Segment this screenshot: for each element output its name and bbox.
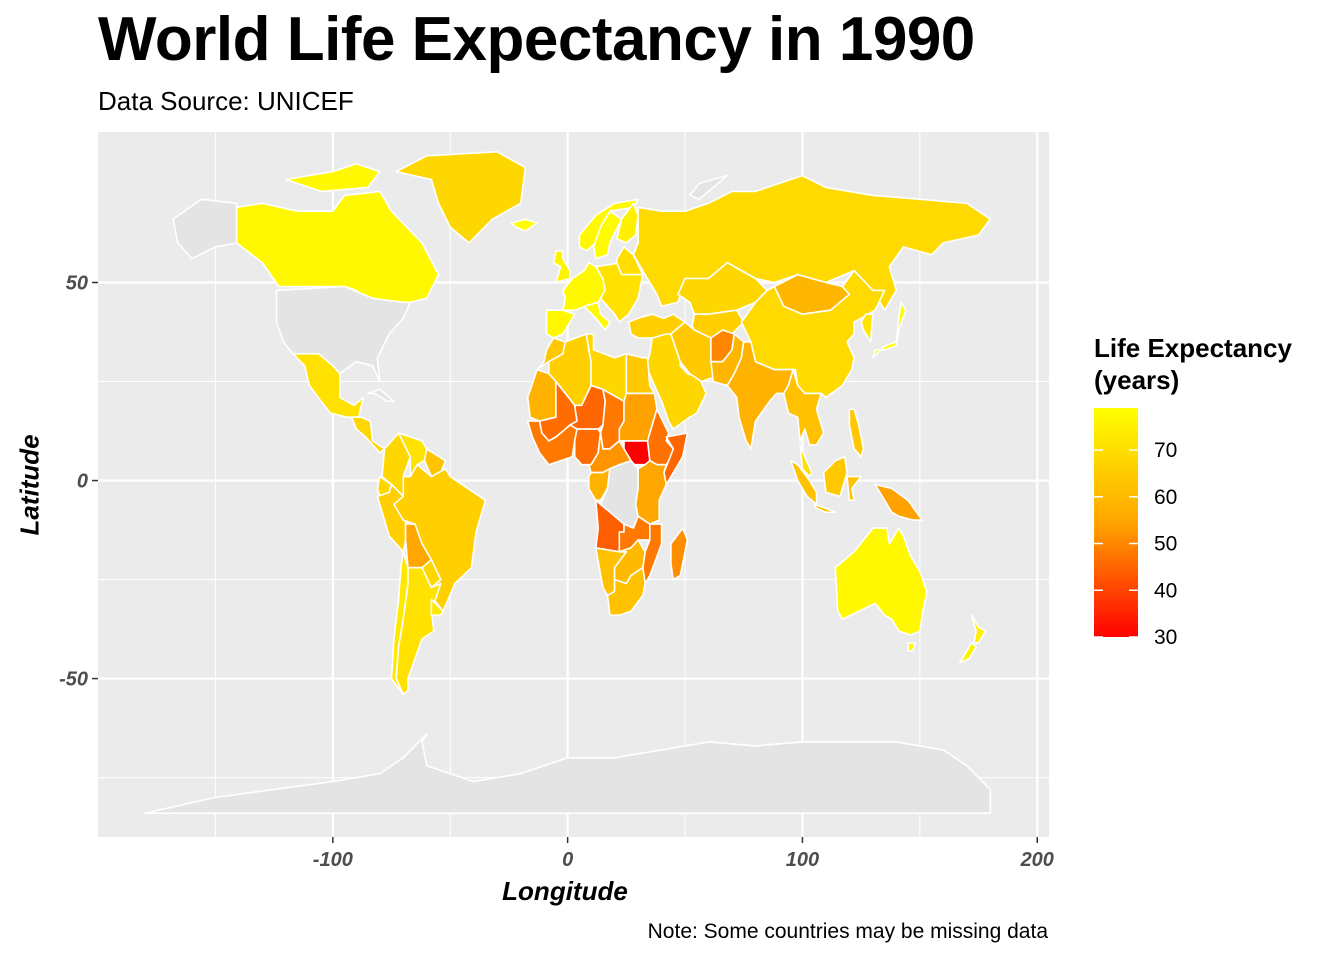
x-tick-label: -100 — [313, 849, 353, 871]
region-alaska — [172, 198, 238, 260]
region-madagascar — [670, 527, 689, 581]
y-tick-label: -50 — [59, 669, 88, 691]
region-mexico — [292, 352, 365, 419]
region-tasmania — [907, 642, 917, 652]
region-southeast-asia — [782, 368, 825, 446]
region-italy — [583, 301, 611, 331]
region-philippines — [848, 408, 865, 458]
chart-title: World Life Expectancy in 1990 — [98, 5, 975, 74]
chart-caption: Note: Some countries may be missing data — [647, 920, 1048, 943]
region-united-states — [275, 285, 412, 383]
legend-label: 30 — [1154, 626, 1177, 649]
y-tick-label: 50 — [66, 273, 88, 295]
legend-label: 60 — [1154, 486, 1177, 509]
region-new-zealand-south — [958, 642, 978, 664]
region-java — [813, 503, 837, 514]
region-sumatra — [789, 459, 818, 506]
legend-label: 40 — [1154, 579, 1177, 602]
region-borneo — [822, 455, 848, 498]
region-greenland — [395, 151, 527, 244]
legend-title-line2: (years) — [1094, 365, 1180, 395]
x-axis-title: Longitude — [502, 876, 628, 906]
region-iceland — [510, 218, 538, 232]
x-tick-label: 200 — [1020, 849, 1054, 871]
country-regions — [144, 151, 992, 815]
region-sulawesi — [846, 475, 862, 502]
region-uruguay — [430, 598, 445, 617]
region-arctic-islands — [285, 162, 381, 193]
region-korea-japan — [860, 313, 874, 343]
region-malaya — [799, 444, 813, 478]
region-united-kingdom — [552, 250, 571, 284]
region-new-zealand — [970, 614, 987, 644]
region-kazakhstan — [677, 261, 769, 316]
x-tick-label: 100 — [786, 849, 819, 871]
region-venezuela — [397, 432, 428, 478]
region-baltics-belarus — [616, 246, 644, 276]
y-axis-title: Latitude — [14, 434, 45, 536]
legend-label: 70 — [1154, 439, 1177, 462]
region-niger — [569, 384, 607, 430]
region-japan — [872, 301, 907, 359]
region-cuba — [367, 388, 395, 403]
y-tick-label: 0 — [77, 471, 88, 493]
region-antarctica — [144, 733, 992, 815]
legend-title: Life Expectancy (years) — [1094, 332, 1292, 396]
x-tick-label: 0 — [562, 849, 573, 871]
legend-label: 50 — [1154, 533, 1177, 556]
region-australia — [834, 527, 928, 636]
region-east-africa — [634, 459, 668, 525]
axis-ticks: -100 0 100 200 50 0 -50 — [59, 273, 1054, 871]
region-argentina — [395, 566, 442, 696]
legend-gradient-bar — [1094, 408, 1138, 637]
region-svalbard-novaya-zemlya — [688, 174, 729, 201]
legend-colorbar: 70 60 50 40 30 — [1094, 408, 1177, 649]
region-finland — [616, 202, 639, 244]
region-new-guinea — [874, 483, 924, 521]
region-sweden — [592, 210, 623, 260]
region-south-africa — [606, 566, 646, 617]
legend-title-line1: Life Expectancy — [1094, 333, 1292, 363]
region-canada — [235, 190, 440, 316]
chart-subtitle: Data Source: UNICEF — [98, 86, 354, 116]
region-iberia — [545, 309, 576, 339]
